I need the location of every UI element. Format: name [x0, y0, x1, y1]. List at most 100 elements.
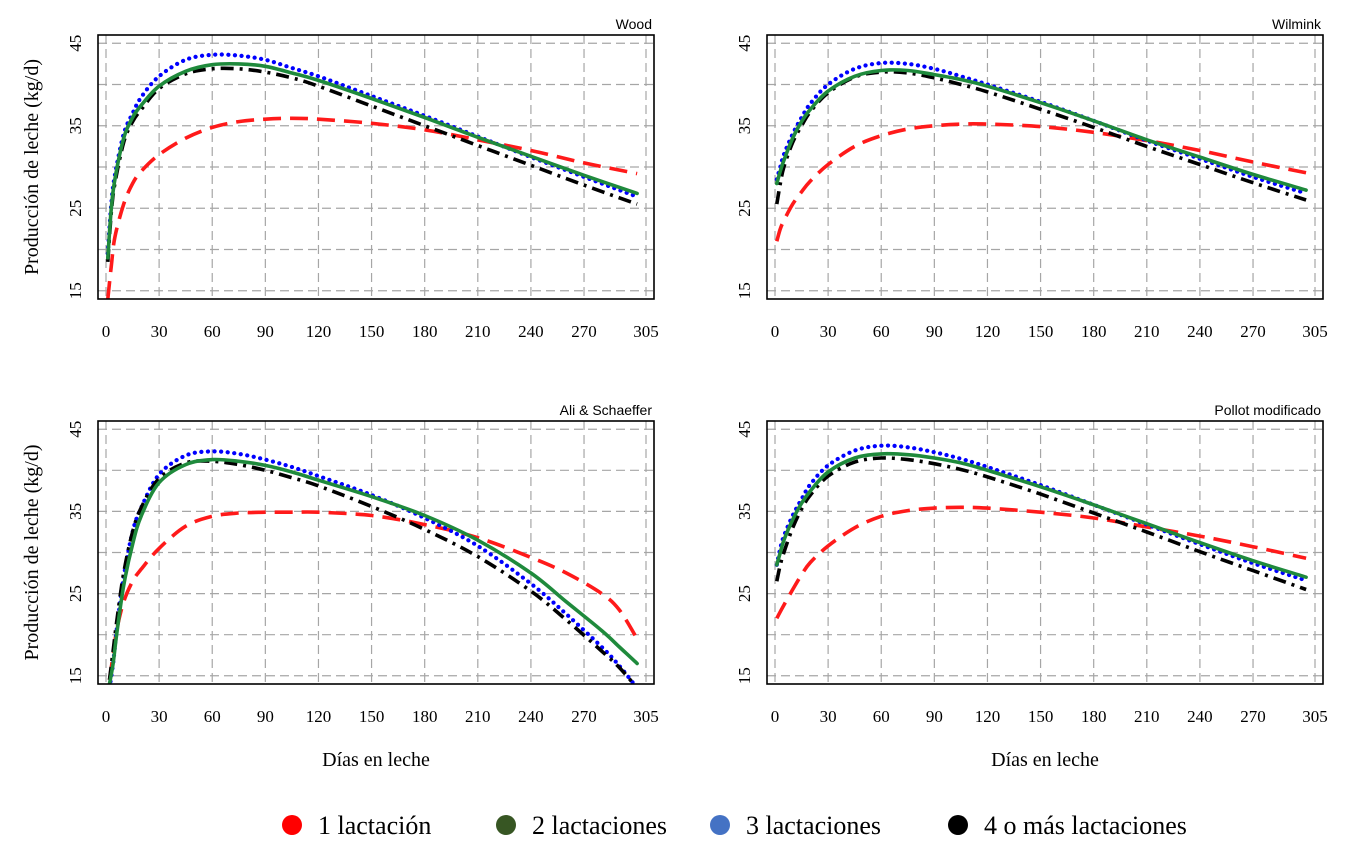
x-tick-label: 30	[820, 707, 837, 726]
x-tick-label: 150	[1028, 707, 1054, 726]
x-tick-label: 240	[1187, 322, 1213, 341]
plot-frame	[766, 420, 1324, 685]
y-tick-label: 15	[735, 282, 754, 299]
panel-title: Pollot modificado	[1214, 402, 1321, 418]
x-tick-label: 240	[1187, 707, 1213, 726]
series-lines	[107, 449, 639, 684]
x-tick-label: 180	[1081, 322, 1107, 341]
x-tick-label: 210	[1134, 707, 1160, 726]
y-tick-label: 35	[735, 503, 754, 520]
y-tick-label: 25	[66, 585, 85, 602]
x-tick-label: 90	[257, 707, 274, 726]
y-tick-labels: 15 25 35 45	[735, 421, 754, 685]
legend-item-1-lactaci-n: 1 lactación	[282, 811, 431, 840]
x-tick-label: 30	[820, 322, 837, 341]
y-tick-label: 25	[66, 200, 85, 217]
x-tick-label: 305	[1302, 322, 1328, 341]
plot-frame	[766, 34, 1324, 300]
x-tick-label: 120	[306, 707, 332, 726]
series-line-2-lactaciones	[775, 451, 1308, 579]
x-tick-label: 120	[975, 707, 1001, 726]
x-tick-label: 270	[1240, 322, 1266, 341]
panel-ali-and-schaeffer: Ali & Schaeffer 0 30 60 90 120 150 180 210 240 270…	[21, 402, 659, 771]
x-tick-label: 0	[771, 707, 780, 726]
panel-title: Wilmink	[1272, 16, 1322, 32]
x-tick-label: 150	[1028, 322, 1054, 341]
x-tick-label: 90	[926, 322, 943, 341]
y-tick-label: 35	[66, 117, 85, 134]
legend-marker	[948, 815, 968, 835]
x-tick-labels: 0 30 60 90 120 150 180 210 240 270 305	[771, 707, 1328, 726]
x-tick-label: 270	[1240, 707, 1266, 726]
legend: 1 lactación 2 lactaciones 3 lactaciones 4 o…	[282, 811, 1187, 840]
x-tick-label: 60	[204, 322, 221, 341]
y-tick-labels: 15 25 35 45	[66, 35, 85, 300]
x-axis-title: Días en leche	[322, 749, 430, 771]
y-tick-label: 45	[66, 35, 85, 52]
x-tick-label: 210	[465, 322, 491, 341]
legend-label: 2 lactaciones	[532, 811, 667, 840]
x-tick-label: 0	[102, 322, 111, 341]
x-tick-label: 240	[518, 322, 544, 341]
panel-wood: Wood 0 30 60 90 120 150 180 210 240 270 305 15 25 35 45…	[21, 16, 659, 341]
plot-frame	[97, 34, 655, 300]
y-tick-label: 45	[735, 421, 754, 438]
x-tick-label: 30	[151, 707, 168, 726]
x-tick-label: 90	[257, 322, 274, 341]
series-line-4-o-m-s-lactaciones	[775, 70, 1307, 205]
x-tick-label: 0	[771, 322, 780, 341]
series-line-3-lactaciones	[108, 449, 637, 684]
x-tick-label: 120	[306, 322, 332, 341]
x-tick-label: 60	[204, 707, 221, 726]
x-tick-label: 270	[571, 322, 597, 341]
legend-label: 3 lactaciones	[746, 811, 881, 840]
x-tick-label: 180	[412, 707, 438, 726]
x-tick-label: 240	[518, 707, 544, 726]
legend-item-2-lactaciones: 2 lactaciones	[496, 811, 667, 840]
y-axis-title: Producción de leche (kg/d)	[21, 444, 43, 660]
panel-title: Ali & Schaeffer	[560, 402, 653, 418]
grid	[98, 421, 654, 684]
x-axis-title: Días en leche	[991, 749, 1099, 771]
x-tick-label: 120	[975, 322, 1001, 341]
y-tick-label: 15	[66, 667, 85, 684]
grid	[767, 35, 1323, 299]
x-tick-label: 60	[873, 322, 890, 341]
y-tick-label: 15	[66, 282, 85, 299]
y-tick-label: 35	[66, 503, 85, 520]
x-tick-label: 270	[571, 707, 597, 726]
x-tick-label: 210	[465, 707, 491, 726]
y-axis-title: Producción de leche (kg/d)	[21, 59, 43, 275]
series-line-1-lactaci-n	[107, 510, 639, 681]
y-tick-label: 45	[66, 421, 85, 438]
series-line-1-lactaci-n	[775, 505, 1307, 620]
series-lines	[774, 443, 1309, 620]
y-tick-labels: 15 25 35 45	[735, 35, 754, 300]
legend-item-3-lactaciones: 3 lactaciones	[710, 811, 881, 840]
legend-label: 4 o más lactaciones	[984, 811, 1187, 840]
legend-marker	[496, 815, 516, 835]
y-tick-label: 25	[735, 585, 754, 602]
x-tick-label: 150	[359, 707, 385, 726]
x-tick-label: 150	[359, 322, 385, 341]
series-line-2-lactaciones	[107, 457, 639, 684]
y-tick-label: 25	[735, 200, 754, 217]
x-tick-label: 30	[151, 322, 168, 341]
series-lines	[774, 60, 1309, 242]
panel-pollot-modificado: Pollot modificado 0 30 60 90 120 150 180 210 240 2…	[735, 402, 1328, 771]
legend-marker	[710, 815, 730, 835]
series-line-4-o-m-s-lactaciones	[775, 456, 1307, 592]
x-tick-label: 180	[1081, 707, 1107, 726]
x-tick-label: 305	[1302, 707, 1328, 726]
x-tick-label: 0	[102, 707, 111, 726]
series-line-2-lactaciones	[106, 61, 639, 260]
y-tick-label: 15	[735, 667, 754, 684]
plot-frame	[97, 420, 655, 685]
panel-wilmink: Wilmink 0 30 60 90 120 150 180 210 240 270 305 15 25 3…	[735, 16, 1328, 341]
x-tick-labels: 0 30 60 90 120 150 180 210 240 270 305	[102, 707, 659, 726]
series-line-1-lactaci-n	[775, 122, 1307, 242]
series-line-4-o-m-s-lactaciones	[107, 459, 637, 684]
x-tick-label: 90	[926, 707, 943, 726]
